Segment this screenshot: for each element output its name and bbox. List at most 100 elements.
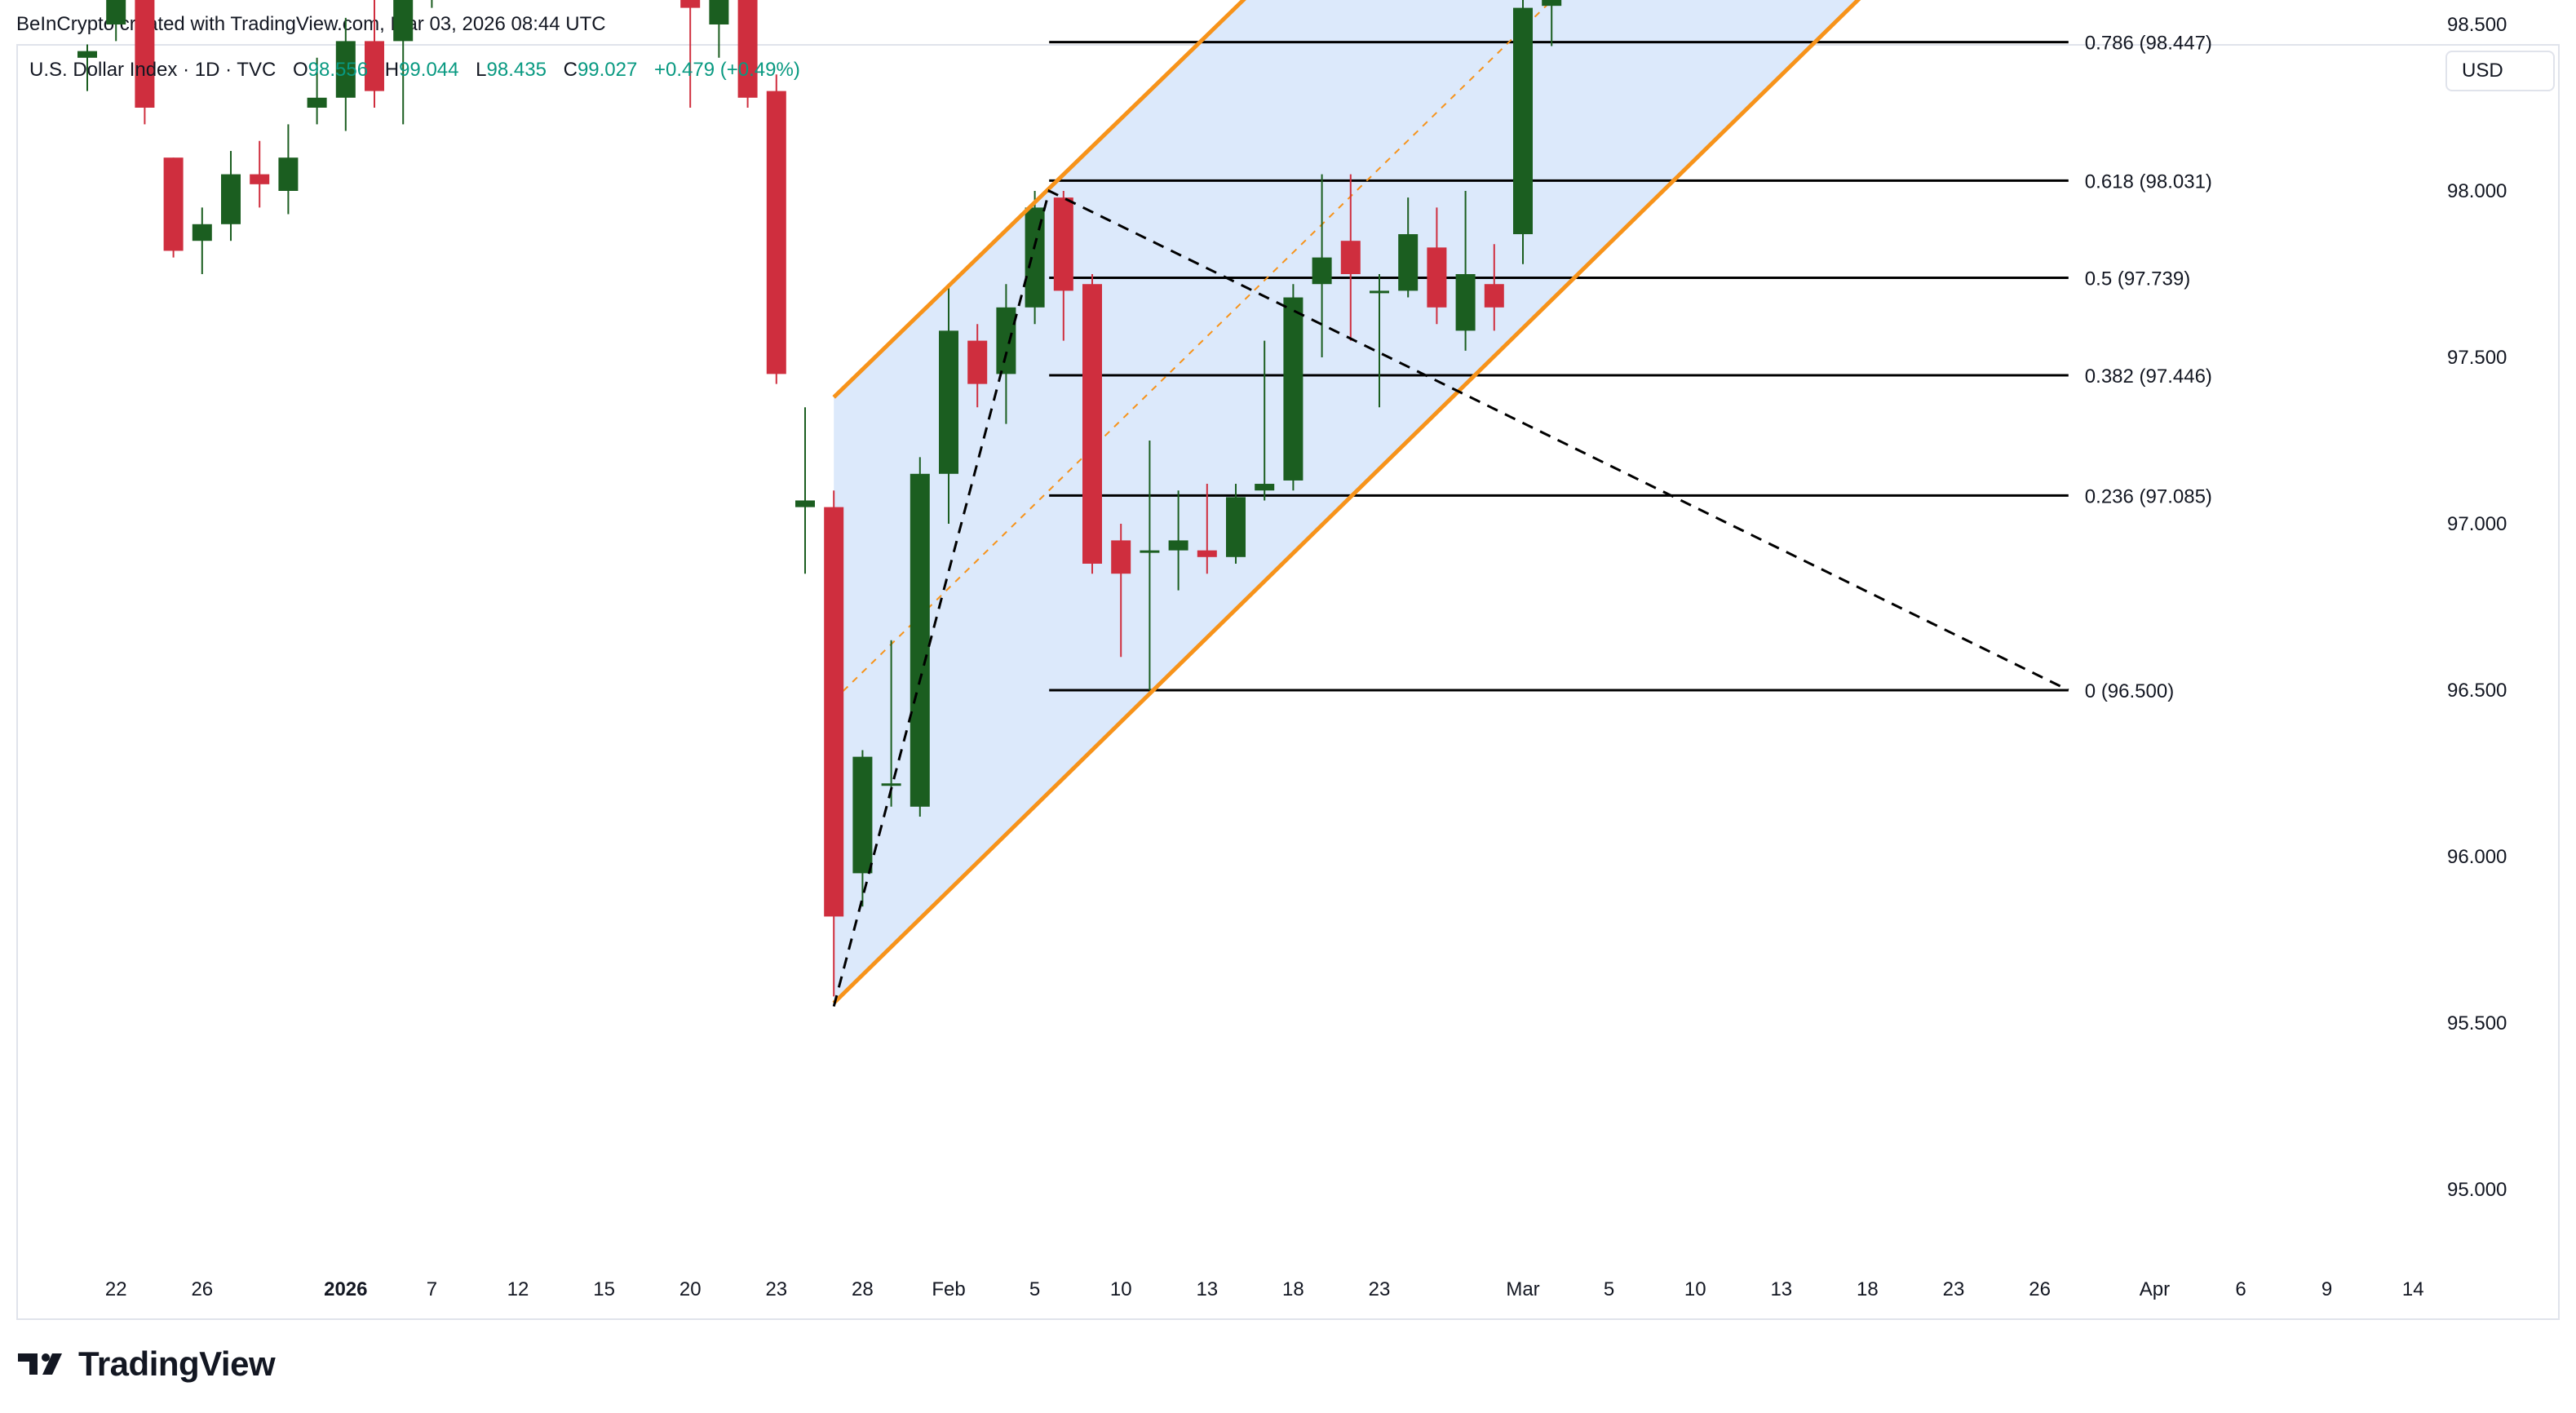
x-axis-tick-label: 12 xyxy=(507,1278,529,1300)
high-label: H xyxy=(384,59,400,81)
candle-body xyxy=(393,0,414,42)
fib-level-label: 0.786 (98.447) xyxy=(2085,33,2212,55)
low-value: 98.435 xyxy=(486,59,547,81)
low-label: L xyxy=(476,59,487,81)
fib-level-label: 0.236 (97.085) xyxy=(2085,485,2212,507)
candle-body xyxy=(1111,540,1131,574)
candle-body xyxy=(365,41,384,91)
currency-selector[interactable]: USD xyxy=(2445,51,2555,91)
x-axis-tick-label: Mar xyxy=(1506,1278,1539,1300)
x-axis-tick-label: 18 xyxy=(1857,1278,1879,1300)
y-axis-tick-label: 97.500 xyxy=(2447,347,2507,369)
symbol-legend: U.S. Dollar Index · 1D · TVC O98.556 H99… xyxy=(29,59,800,82)
fib-level-label: 0.5 (97.739) xyxy=(2085,268,2190,290)
x-axis-tick-label: 10 xyxy=(1110,1278,1132,1300)
y-axis-tick-label: 95.000 xyxy=(2447,1179,2507,1201)
x-axis-tick-label: 6 xyxy=(2235,1278,2246,1300)
y-axis-tick-label: 98.000 xyxy=(2447,180,2507,202)
x-axis-tick-label: 28 xyxy=(852,1278,874,1300)
y-axis-tick-label: 95.500 xyxy=(2447,1012,2507,1034)
x-axis-tick-label: 7 xyxy=(427,1278,437,1300)
channel-lower-line xyxy=(832,0,1861,1005)
candle-body xyxy=(221,174,241,224)
candle-body xyxy=(135,0,155,109)
channel-fill xyxy=(834,0,1858,1003)
x-axis-tick-label: 23 xyxy=(1943,1278,1965,1300)
x-axis-tick-label: 13 xyxy=(1196,1278,1218,1300)
fib-anchor-path xyxy=(832,188,2069,1007)
candle-body xyxy=(1226,497,1246,557)
fib-level-label: 0.618 (98.031) xyxy=(2085,171,2212,193)
candle-body xyxy=(709,0,729,24)
x-axis-tick-label: 22 xyxy=(105,1278,127,1300)
candle-body xyxy=(1513,7,1533,235)
candle-body xyxy=(1484,284,1504,308)
close-label: C xyxy=(563,59,578,81)
channel-midline xyxy=(833,0,1554,701)
x-axis-tick-label: 5 xyxy=(1029,1278,1040,1300)
high-value: 99.044 xyxy=(399,59,459,81)
candle-body xyxy=(106,0,126,24)
tradingview-wordmark: TradingView xyxy=(78,1344,276,1383)
x-axis-tick-label: 10 xyxy=(1684,1278,1706,1300)
close-value: 99.027 xyxy=(577,59,638,81)
candle-body xyxy=(1168,540,1188,551)
x-axis-tick-label: 5 xyxy=(1604,1278,1614,1300)
candle-body xyxy=(1427,247,1447,308)
candle-body xyxy=(1283,297,1303,481)
x-axis-tick-label: Feb xyxy=(932,1278,965,1300)
x-axis-tick-label: 14 xyxy=(2402,1278,2424,1300)
candle-body xyxy=(192,224,212,241)
candle-body xyxy=(307,97,327,108)
candle-body xyxy=(1197,550,1217,557)
tradingview-logo-icon xyxy=(18,1353,62,1375)
y-axis-tick-label: 96.000 xyxy=(2447,846,2507,868)
candle-body xyxy=(1398,234,1419,291)
candle-body xyxy=(852,756,873,874)
fib-level-label: 0 (96.500) xyxy=(2085,680,2174,702)
candle-body xyxy=(996,307,1016,374)
y-axis-tick-label: 98.500 xyxy=(2447,14,2507,36)
candle-body xyxy=(680,0,701,8)
candle-body xyxy=(881,783,901,786)
y-axis-tick-label: 96.500 xyxy=(2447,680,2507,702)
x-axis-tick-label: 18 xyxy=(1282,1278,1304,1300)
open-value: 98.556 xyxy=(308,59,369,81)
x-axis-tick-label: Apr xyxy=(2140,1278,2170,1300)
x-axis-tick-label: 26 xyxy=(2029,1278,2051,1300)
candle-body xyxy=(766,91,786,374)
candle-body xyxy=(1312,257,1332,285)
x-axis-tick-label: 26 xyxy=(191,1278,213,1300)
candle-body xyxy=(795,500,815,507)
candle-body xyxy=(939,330,958,474)
candle-body xyxy=(77,51,97,58)
candle-body xyxy=(1542,0,1562,7)
candle-body xyxy=(1140,550,1160,553)
candle-body xyxy=(335,41,356,98)
x-axis-tick-label: 2026 xyxy=(324,1278,367,1300)
x-axis-tick-label: 9 xyxy=(2321,1278,2332,1300)
tradingview-logo[interactable]: TradingView xyxy=(18,1344,276,1384)
candle-body xyxy=(824,507,844,917)
y-axis-tick-label: 97.000 xyxy=(2447,513,2507,535)
candle-body xyxy=(278,157,299,191)
candle-body xyxy=(1255,484,1275,491)
candle-body xyxy=(1053,197,1073,291)
candle-body xyxy=(910,473,930,807)
x-axis-tick-label: 13 xyxy=(1770,1278,1792,1300)
fib-level-label: 0.382 (97.446) xyxy=(2085,365,2212,388)
candle-body xyxy=(163,157,184,251)
x-axis-tick-label: 23 xyxy=(765,1278,787,1300)
change-value: +0.479 (+0.49%) xyxy=(654,59,800,81)
candle-body xyxy=(1082,284,1102,564)
x-axis-tick-label: 23 xyxy=(1369,1278,1391,1300)
x-axis-tick-label: 20 xyxy=(679,1278,702,1300)
channel-upper-line xyxy=(832,0,1246,399)
symbol-title: U.S. Dollar Index · 1D · TVC xyxy=(29,59,277,81)
candle-body xyxy=(1455,274,1476,331)
x-axis-tick-label: 15 xyxy=(593,1278,615,1300)
candle-body xyxy=(1340,241,1361,274)
candle-body xyxy=(737,0,758,98)
candle-body xyxy=(967,340,988,384)
